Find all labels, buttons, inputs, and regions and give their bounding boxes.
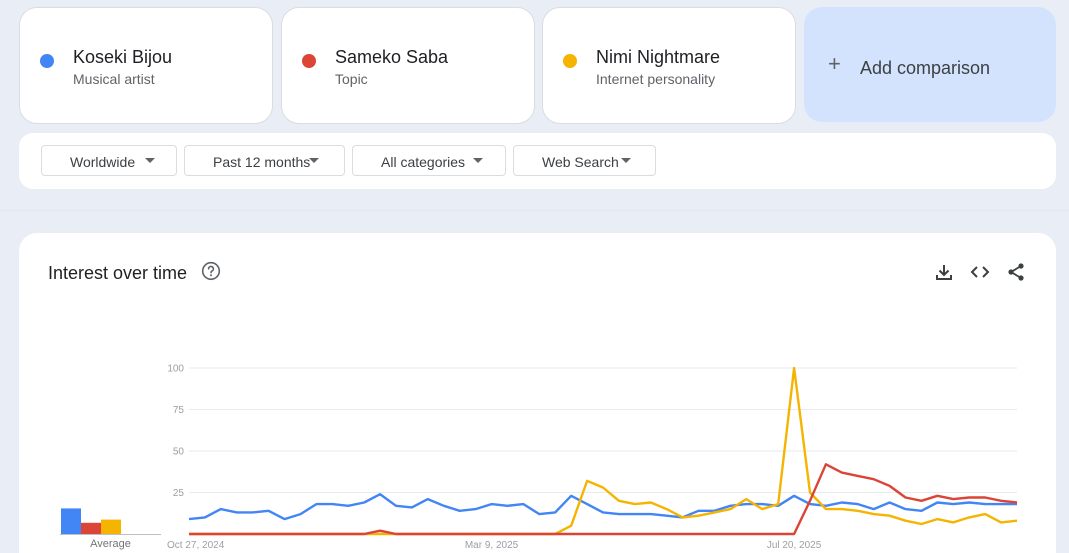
chevron-down-icon [473, 158, 483, 163]
term-color-dot [563, 54, 577, 68]
term-color-dot [302, 54, 316, 68]
y-tick-label: 25 [173, 488, 185, 499]
term-card-1[interactable]: Koseki Bijou Musical artist [19, 7, 273, 124]
add-comparison-button[interactable]: + Add comparison [804, 7, 1056, 122]
region-dropdown[interactable]: Worldwide [41, 145, 177, 176]
term-type: Topic [335, 71, 368, 87]
y-tick-label: 50 [173, 447, 185, 458]
share-icon[interactable] [1005, 261, 1027, 283]
download-icon[interactable] [933, 261, 955, 283]
chevron-down-icon [309, 158, 319, 163]
filter-bar: Worldwide Past 12 months All categories … [19, 133, 1056, 189]
term-card-2[interactable]: Sameko Saba Topic [281, 7, 535, 124]
average-label: Average [90, 538, 131, 550]
x-tick-label: Oct 27, 2024 [167, 540, 225, 551]
chevron-down-icon [145, 158, 155, 163]
term-card-3[interactable]: Nimi Nightmare Internet personality [542, 7, 796, 124]
search-terms-bar: Koseki Bijou Musical artist Sameko Saba … [19, 7, 1057, 124]
category-dropdown[interactable]: All categories [352, 145, 506, 176]
term-color-dot [40, 54, 54, 68]
time-range-dropdown[interactable]: Past 12 months [184, 145, 345, 176]
average-bars [61, 508, 121, 534]
average-axis-line [60, 534, 161, 535]
average-bar-nimi-nightmare [101, 519, 121, 534]
search-type-dropdown[interactable]: Web Search [513, 145, 656, 176]
embed-icon[interactable] [969, 261, 991, 283]
panel-title: Interest over time [48, 263, 188, 283]
search-type-label: Web Search [542, 154, 619, 170]
term-name[interactable]: Nimi Nightmare [596, 47, 721, 67]
term-type: Musical artist [73, 71, 155, 87]
series-line-koseki-bijou [188, 493, 1017, 521]
x-tick-label: Mar 9, 2025 [465, 540, 519, 551]
term-name[interactable]: Sameko Saba [335, 47, 449, 67]
time-range-label: Past 12 months [213, 154, 311, 170]
interest-over-time-panel: Interest over time Average 100 75 50 25 Oct… [19, 233, 1056, 553]
plus-icon: + [828, 51, 841, 76]
add-comparison-label: Add comparison [860, 58, 991, 78]
x-tick-label: Jul 20, 2025 [767, 540, 822, 551]
term-type: Internet personality [596, 71, 716, 87]
region-label: Worldwide [70, 154, 136, 170]
help-icon[interactable] [201, 261, 221, 281]
average-bar-sameko-saba [81, 522, 101, 534]
series-line-sameko-saba [189, 463, 1018, 536]
y-tick-label: 100 [167, 364, 184, 375]
chevron-down-icon [621, 158, 631, 163]
interest-line-chart: 100 75 50 25 Oct 27, 2024 Mar 9, 2025 Jul 20,… [167, 364, 1018, 551]
y-tick-label: 75 [173, 405, 185, 416]
category-label: All categories [381, 154, 466, 170]
section-divider [0, 210, 1069, 211]
average-bar-koseki-bijou [61, 508, 81, 534]
term-name[interactable]: Koseki Bijou [73, 47, 173, 67]
